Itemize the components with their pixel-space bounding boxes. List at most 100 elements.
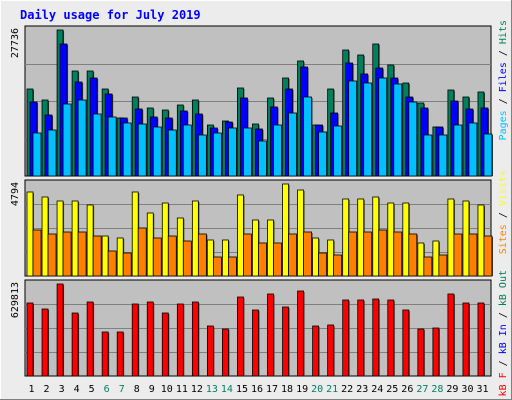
legend-entry: kB Out: [498, 270, 509, 306]
bar-pages-day-20: [318, 131, 328, 177]
bar-kb-f-day-14: [222, 328, 229, 377]
legend-entry: /: [498, 44, 509, 62]
bar-pages-day-10: [167, 129, 177, 177]
bar-pages-day-31: [483, 133, 493, 177]
bar-sites-day-31: [483, 235, 493, 277]
bar-kb-f-day-4: [71, 312, 79, 377]
bar-kb-f-day-12: [191, 301, 199, 377]
day-label-28: 28: [431, 384, 443, 395]
bar-kb-f-day-24: [372, 298, 380, 377]
bar-kb-f-day-5: [86, 301, 94, 377]
bar-kb-f-day-25: [387, 299, 395, 377]
bar-kb-f-day-8: [131, 303, 139, 377]
bar-pages-day-27: [423, 134, 433, 177]
day-label-17: 17: [266, 384, 278, 395]
bar-pages-day-3: [62, 103, 72, 177]
bar-visits-day-30: [462, 200, 470, 277]
bar-kb-f-day-16: [252, 309, 259, 377]
bar-sites-day-5: [92, 235, 102, 277]
max-value-label-usage: 27736: [10, 28, 21, 58]
max-value-label-kbytes: 629813: [10, 282, 21, 318]
bar-sites-day-3: [62, 231, 72, 277]
bar-sites-day-19: [303, 231, 312, 277]
day-label-26: 26: [401, 384, 413, 395]
day-label-13: 13: [206, 384, 218, 395]
bar-pages-day-28: [438, 134, 448, 177]
bar-sites-day-18: [288, 233, 297, 277]
bar-sites-day-11: [182, 240, 192, 277]
bar-pages-day-8: [137, 123, 147, 177]
bar-visits-day-6: [101, 235, 109, 277]
day-label-8: 8: [134, 384, 140, 395]
bar-pages-day-17: [273, 124, 282, 177]
day-label-18: 18: [281, 384, 293, 395]
bar-kb-f-day-31: [477, 302, 485, 377]
day-label-2: 2: [44, 384, 50, 395]
bar-pages-day-23: [363, 82, 373, 177]
legend-kbytes: kB F / kB In / kB Out: [498, 270, 509, 396]
day-label-12: 12: [191, 384, 203, 395]
bar-sites-day-23: [363, 231, 373, 277]
bar-visits-day-23: [357, 198, 365, 277]
bar-pages-day-25: [393, 83, 403, 177]
bar-visits-day-11: [176, 217, 184, 277]
day-label-21: 21: [326, 384, 338, 395]
day-label-7: 7: [119, 384, 125, 395]
day-label-23: 23: [356, 384, 368, 395]
bar-visits-day-20: [312, 237, 320, 277]
bar-sites-day-21: [333, 254, 343, 277]
day-label-4: 4: [74, 384, 80, 395]
bar-visits-day-25: [387, 202, 395, 277]
bar-visits-day-28: [432, 240, 440, 277]
day-label-10: 10: [161, 384, 173, 395]
bar-pages-day-7: [122, 122, 132, 177]
bar-visits-day-5: [86, 204, 94, 277]
bar-kb-f-day-1: [26, 302, 34, 377]
bar-visits-day-14: [222, 239, 229, 277]
bar-sites-day-13: [212, 256, 222, 277]
bar-pages-day-30: [468, 122, 478, 177]
bar-sites-day-30: [468, 233, 478, 277]
bar-visits-day-16: [252, 219, 259, 277]
bar-kb-f-day-21: [327, 324, 335, 377]
bar-visits-day-31: [477, 204, 485, 277]
bar-kb-f-day-10: [161, 312, 169, 377]
day-label-24: 24: [371, 384, 383, 395]
bar-kb-f-day-11: [176, 303, 184, 377]
bar-pages-day-21: [333, 125, 343, 177]
legend-visits: Sites / Visits: [498, 170, 509, 254]
bar-pages-day-4: [77, 99, 87, 177]
day-label-3: 3: [59, 384, 65, 395]
bar-visits-day-24: [372, 196, 380, 277]
bar-visits-day-1: [26, 191, 34, 277]
bar-sites-day-20: [318, 252, 328, 277]
legend-entry: kB F: [498, 372, 509, 396]
day-label-29: 29: [446, 384, 458, 395]
bar-kb-f-day-28: [432, 327, 440, 377]
bar-kb-f-day-26: [402, 309, 410, 377]
day-label-5: 5: [89, 384, 95, 395]
max-value-label-visits: 4794: [10, 182, 21, 206]
bar-pages-day-9: [152, 126, 162, 177]
bar-pages-day-12: [197, 134, 207, 177]
bar-sites-day-28: [438, 254, 448, 277]
bar-visits-day-19: [297, 189, 304, 277]
bar-visits-day-12: [191, 200, 199, 277]
bar-visits-day-7: [116, 237, 124, 277]
bar-visits-day-15: [237, 194, 244, 277]
legend-entry: Hits: [498, 20, 509, 44]
day-label-27: 27: [416, 384, 428, 395]
legend-entry: kB In: [498, 324, 509, 354]
bar-pages-day-13: [212, 132, 222, 177]
bar-sites-day-8: [137, 227, 147, 277]
bar-kb-f-day-9: [146, 301, 154, 377]
bar-sites-day-22: [348, 231, 358, 277]
bar-pages-day-19: [303, 96, 312, 177]
bar-sites-day-1: [32, 229, 42, 277]
bar-kb-f-day-15: [237, 296, 244, 377]
bar-kb-f-day-18: [282, 306, 289, 377]
bar-sites-day-14: [228, 256, 237, 277]
day-label-14: 14: [221, 384, 233, 395]
bar-sites-day-4: [77, 231, 87, 277]
